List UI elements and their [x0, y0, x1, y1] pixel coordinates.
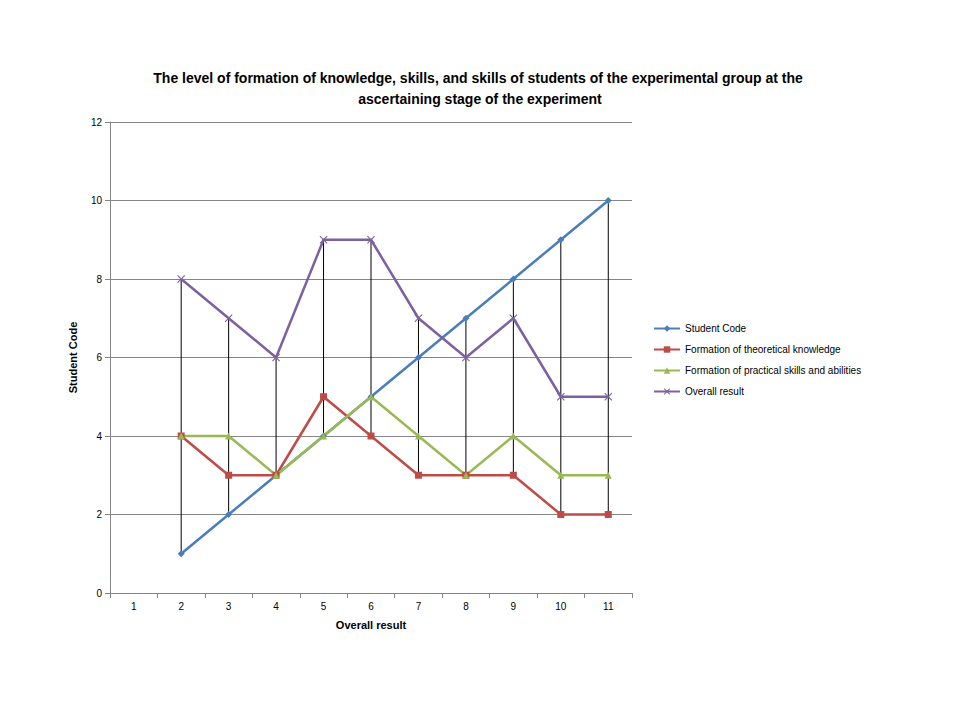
svg-text:Formation of theoretical knowl: Formation of theoretical knowledge	[685, 344, 841, 355]
svg-text:Student Code: Student Code	[685, 323, 747, 334]
svg-text:5: 5	[321, 601, 327, 612]
svg-text:The level of formation of know: The level of formation of knowledge, ski…	[153, 70, 806, 86]
svg-text:4: 4	[96, 431, 102, 442]
svg-text:ascertaining stage of the expe: ascertaining stage of the experiment	[358, 91, 602, 107]
svg-text:Overall result: Overall result	[685, 386, 744, 397]
svg-text:10: 10	[555, 601, 567, 612]
svg-text:8: 8	[96, 274, 102, 285]
svg-text:2: 2	[96, 509, 102, 520]
svg-text:6: 6	[368, 601, 374, 612]
svg-text:2: 2	[178, 601, 184, 612]
svg-text:6: 6	[96, 352, 102, 363]
svg-text:9: 9	[511, 601, 517, 612]
svg-text:10: 10	[91, 195, 103, 206]
svg-text:7: 7	[416, 601, 422, 612]
svg-text:11: 11	[603, 601, 614, 612]
svg-text:3: 3	[226, 601, 232, 612]
svg-text:8: 8	[463, 601, 469, 612]
svg-text:12: 12	[91, 117, 103, 128]
svg-text:Formation of practical skills: Formation of practical skills and abilit…	[685, 365, 861, 376]
svg-text:0: 0	[96, 588, 102, 599]
svg-text:Student Code: Student Code	[67, 322, 79, 394]
svg-text:Overall result: Overall result	[336, 619, 407, 631]
svg-text:1: 1	[131, 601, 137, 612]
svg-text:4: 4	[273, 601, 279, 612]
